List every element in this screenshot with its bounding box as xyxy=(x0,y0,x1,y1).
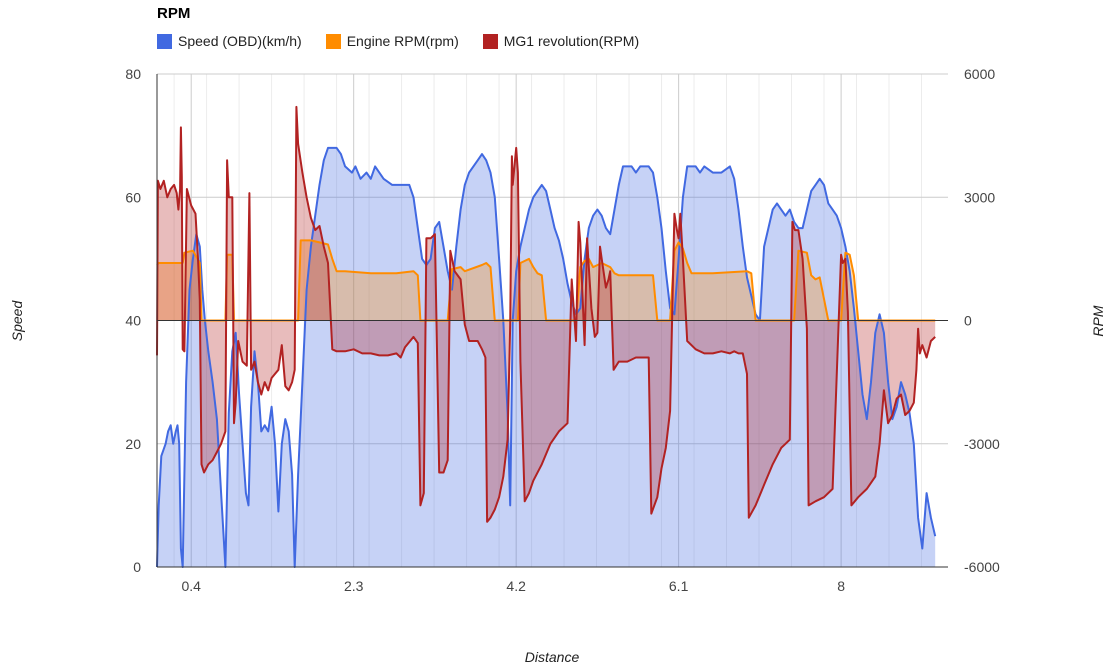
x-tick-label: 0.4 xyxy=(181,578,201,594)
x-tick-label: 8 xyxy=(837,578,845,594)
y-right-tick-label: -6000 xyxy=(964,559,1000,575)
legend-label-engine-rpm: Engine RPM(rpm) xyxy=(346,33,459,49)
y-right-tick-label: 3000 xyxy=(964,189,995,205)
legend-item-speed[interactable]: Speed (OBD)(km/h) xyxy=(157,33,302,49)
y-axis-left-title: Speed xyxy=(9,300,25,342)
legend-item-mg1[interactable]: MG1 revolution(RPM) xyxy=(482,33,640,49)
y-axis-right-title: RPM xyxy=(1090,305,1106,336)
series-layer xyxy=(156,105,937,568)
y-left-tick-label: 40 xyxy=(125,313,141,329)
y-right-tick-label: 6000 xyxy=(964,66,995,82)
legend-label-speed: Speed (OBD)(km/h) xyxy=(178,33,302,49)
chart-title: RPM xyxy=(157,5,191,22)
x-tick-label: 4.2 xyxy=(506,578,526,594)
x-tick-label: 2.3 xyxy=(344,578,364,594)
legend-item-engine-rpm[interactable]: Engine RPM(rpm) xyxy=(325,33,459,49)
x-axis-title: Distance xyxy=(525,649,580,665)
legend: Speed (OBD)(km/h) Engine RPM(rpm) MG1 re… xyxy=(157,31,663,51)
y-right-tick-label: -3000 xyxy=(964,436,1000,452)
tick-labels: 0.4 2.3 4.2 6.1 8020406080-6000-300003000600… xyxy=(125,66,1000,594)
axes xyxy=(156,74,948,568)
y-left-tick-label: 80 xyxy=(125,66,141,82)
legend-swatch-engine-rpm xyxy=(325,33,341,49)
legend-label-mg1: MG1 revolution(RPM) xyxy=(503,33,640,49)
series-line-mg1[interactable] xyxy=(156,105,936,523)
y-left-tick-label: 0 xyxy=(133,559,141,575)
y-left-tick-label: 20 xyxy=(125,436,141,452)
y-left-tick-label: 60 xyxy=(125,189,141,205)
y-right-tick-label: 0 xyxy=(964,313,972,329)
x-tick-label: 6.1 xyxy=(669,578,689,594)
legend-swatch-mg1 xyxy=(482,33,498,49)
series-area-mg1 xyxy=(157,106,936,522)
series-area-speed xyxy=(157,147,936,567)
series-area-engine-rpm xyxy=(157,240,936,321)
series-line-speed[interactable] xyxy=(156,146,937,568)
legend-swatch-speed xyxy=(157,33,172,49)
